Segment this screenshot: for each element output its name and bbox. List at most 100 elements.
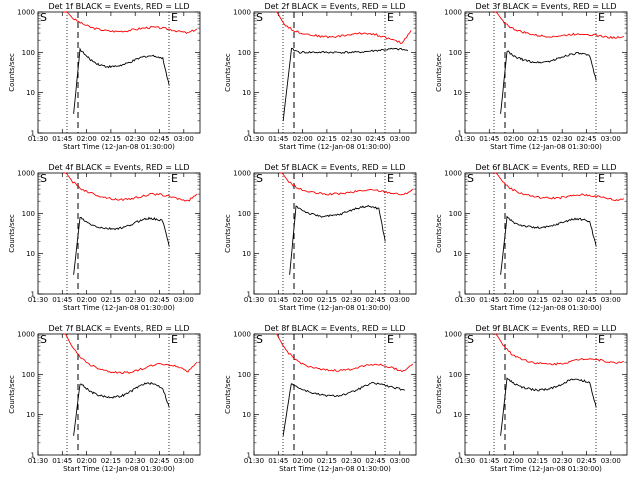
x-tick-label: 03:00 [390, 296, 410, 304]
start-marker-label: S [467, 172, 474, 185]
x-axis-label: Start Time (12-Jan-08 01:30:00) [63, 465, 175, 473]
x-tick-label: 02:45 [149, 457, 169, 465]
end-marker-label: E [387, 172, 394, 185]
chart-title: Det 4f BLACK = Events, RED = LLD [48, 163, 189, 172]
x-tick-label: 02:45 [365, 457, 385, 465]
y-tick-label: 1 [31, 452, 35, 460]
x-tick-label: 03:00 [601, 296, 621, 304]
y-tick-label: 10 [453, 411, 462, 419]
x-tick-label: 01:45 [52, 296, 72, 304]
start-marker-label: S [40, 11, 47, 24]
x-tick-label: 02:15 [317, 457, 337, 465]
chart-title: Det 1f BLACK = Events, RED = LLD [48, 2, 189, 11]
lld-rate-line [279, 172, 414, 196]
chart-title: Det 2f BLACK = Events, RED = LLD [264, 2, 405, 11]
x-tick-label: 02:00 [293, 135, 313, 143]
x-tick-label: 02:15 [101, 457, 121, 465]
x-tick-label: 03:00 [601, 135, 621, 143]
lld-rate-line [63, 333, 198, 374]
y-tick-label: 10 [26, 89, 35, 97]
y-tick-label: 1 [247, 130, 251, 138]
y-tick-label: 100 [238, 210, 251, 218]
plot-frame [37, 172, 201, 295]
y-axis-label: Counts/sec [8, 53, 16, 92]
x-tick-label: 02:45 [365, 296, 385, 304]
x-tick-label: 01:30 [244, 296, 264, 304]
x-tick-label: 02:30 [341, 457, 361, 465]
plot-frame [37, 333, 201, 456]
y-tick-label: 100 [238, 371, 251, 379]
x-axis-label: Start Time (12-Jan-08 01:30:00) [63, 143, 175, 151]
y-tick-label: 1 [247, 291, 251, 299]
events-rate-line [73, 47, 170, 114]
x-tick-label: 02:30 [552, 135, 572, 143]
x-tick-label: 03:00 [390, 457, 410, 465]
lld-rate-line [275, 11, 412, 45]
x-tick-label: 01:30 [455, 457, 475, 465]
x-axis-label: Start Time (12-Jan-08 01:30:00) [490, 465, 602, 473]
plot-frame [464, 11, 628, 134]
y-tick-label: 100 [449, 371, 462, 379]
plot-frame [464, 172, 628, 295]
x-tick-label: 01:30 [28, 457, 48, 465]
x-tick-label: 01:30 [28, 135, 48, 143]
end-marker-label: E [598, 11, 605, 24]
y-tick-label: 100 [238, 49, 251, 57]
y-tick-label: 1000 [444, 170, 462, 178]
plot-frame [37, 11, 201, 134]
y-tick-label: 10 [242, 411, 251, 419]
y-tick-label: 100 [22, 49, 35, 57]
lld-rate-line [63, 11, 198, 35]
lld-rate-line [494, 333, 624, 366]
events-rate-line [282, 381, 405, 436]
chart-title: Det 6f BLACK = Events, RED = LLD [475, 163, 616, 172]
end-marker-label: E [171, 172, 178, 185]
y-tick-label: 1 [247, 452, 251, 460]
x-tick-label: 02:15 [101, 135, 121, 143]
x-tick-label: 01:30 [28, 296, 48, 304]
events-rate-line [282, 47, 409, 121]
start-marker-label: S [256, 172, 263, 185]
x-tick-label: 03:00 [174, 457, 194, 465]
end-marker-label: E [171, 11, 178, 24]
x-tick-label: 03:00 [390, 135, 410, 143]
x-tick-label: 03:00 [601, 457, 621, 465]
chart-title: Det 3f BLACK = Events, RED = LLD [475, 2, 616, 11]
x-tick-label: 02:15 [528, 457, 548, 465]
x-tick-label: 01:45 [479, 296, 499, 304]
x-tick-label: 03:00 [174, 296, 194, 304]
events-rate-line [73, 216, 170, 275]
start-marker-label: S [467, 11, 474, 24]
x-axis-label: Start Time (12-Jan-08 01:30:00) [490, 304, 602, 312]
y-axis-label: Counts/sec [8, 375, 16, 414]
x-tick-label: 02:30 [552, 457, 572, 465]
y-axis-label: Counts/sec [8, 214, 16, 253]
events-rate-line [500, 215, 597, 275]
x-tick-label: 02:15 [528, 296, 548, 304]
end-marker-label: E [171, 333, 178, 346]
end-marker-label: E [598, 333, 605, 346]
y-tick-label: 10 [453, 89, 462, 97]
x-tick-label: 02:45 [365, 135, 385, 143]
y-tick-label: 10 [242, 250, 251, 258]
x-axis-label: Start Time (12-Jan-08 01:30:00) [279, 304, 391, 312]
x-tick-label: 02:15 [317, 296, 337, 304]
x-tick-label: 03:00 [174, 135, 194, 143]
x-tick-label: 02:45 [576, 457, 596, 465]
lld-rate-line [63, 172, 198, 202]
x-tick-label: 02:30 [125, 296, 145, 304]
x-tick-label: 02:30 [341, 296, 361, 304]
y-tick-label: 100 [449, 49, 462, 57]
x-tick-label: 02:00 [504, 457, 524, 465]
x-axis-label: Start Time (12-Jan-08 01:30:00) [279, 143, 391, 151]
start-marker-label: S [256, 333, 263, 346]
y-tick-label: 1000 [444, 9, 462, 17]
